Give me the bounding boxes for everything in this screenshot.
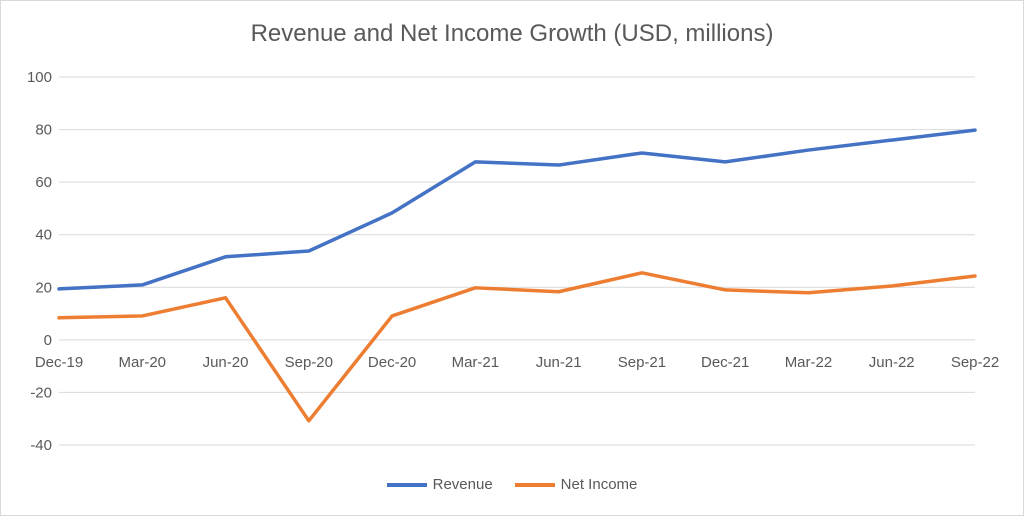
- y-tick-label: -40: [30, 437, 52, 454]
- x-tick-label: Dec-20: [368, 354, 416, 371]
- x-tick-label: Dec-21: [701, 354, 749, 371]
- y-tick-label: -20: [30, 384, 52, 401]
- y-tick-label: 80: [35, 122, 52, 139]
- x-tick-label: Dec-19: [35, 354, 83, 371]
- legend-label: Net Income: [560, 476, 638, 493]
- legend: Revenue Net Income: [0, 476, 1024, 493]
- legend-label: Revenue: [432, 476, 493, 493]
- series-line-net-income: [57, 271, 977, 423]
- chart-title: Revenue and Net Income Growth (USD, mill…: [250, 20, 774, 47]
- x-tick-label: Jun-21: [536, 354, 582, 371]
- legend-item: Revenue: [386, 476, 493, 493]
- x-tick-label: Sep-22: [951, 354, 999, 371]
- x-tick-label: Mar-22: [785, 354, 833, 371]
- y-tick-label: 40: [35, 227, 52, 244]
- series-line-revenue: [57, 128, 977, 291]
- y-tick-label: 0: [44, 332, 52, 349]
- x-tick-label: Sep-20: [285, 354, 333, 371]
- y-tick-label: 100: [27, 69, 52, 86]
- x-tick-label: Mar-21: [452, 354, 500, 371]
- legend-item: Net Income: [514, 476, 638, 493]
- y-tick-label: 60: [35, 174, 52, 191]
- x-tick-label: Jun-20: [203, 354, 249, 371]
- legend-swatch: [386, 482, 427, 487]
- y-tick-label: 20: [35, 279, 52, 296]
- x-tick-label: Jun-22: [869, 354, 915, 371]
- x-tick-label: Sep-21: [618, 354, 666, 371]
- legend-swatch: [514, 482, 555, 487]
- x-tick-label: Mar-20: [119, 354, 167, 371]
